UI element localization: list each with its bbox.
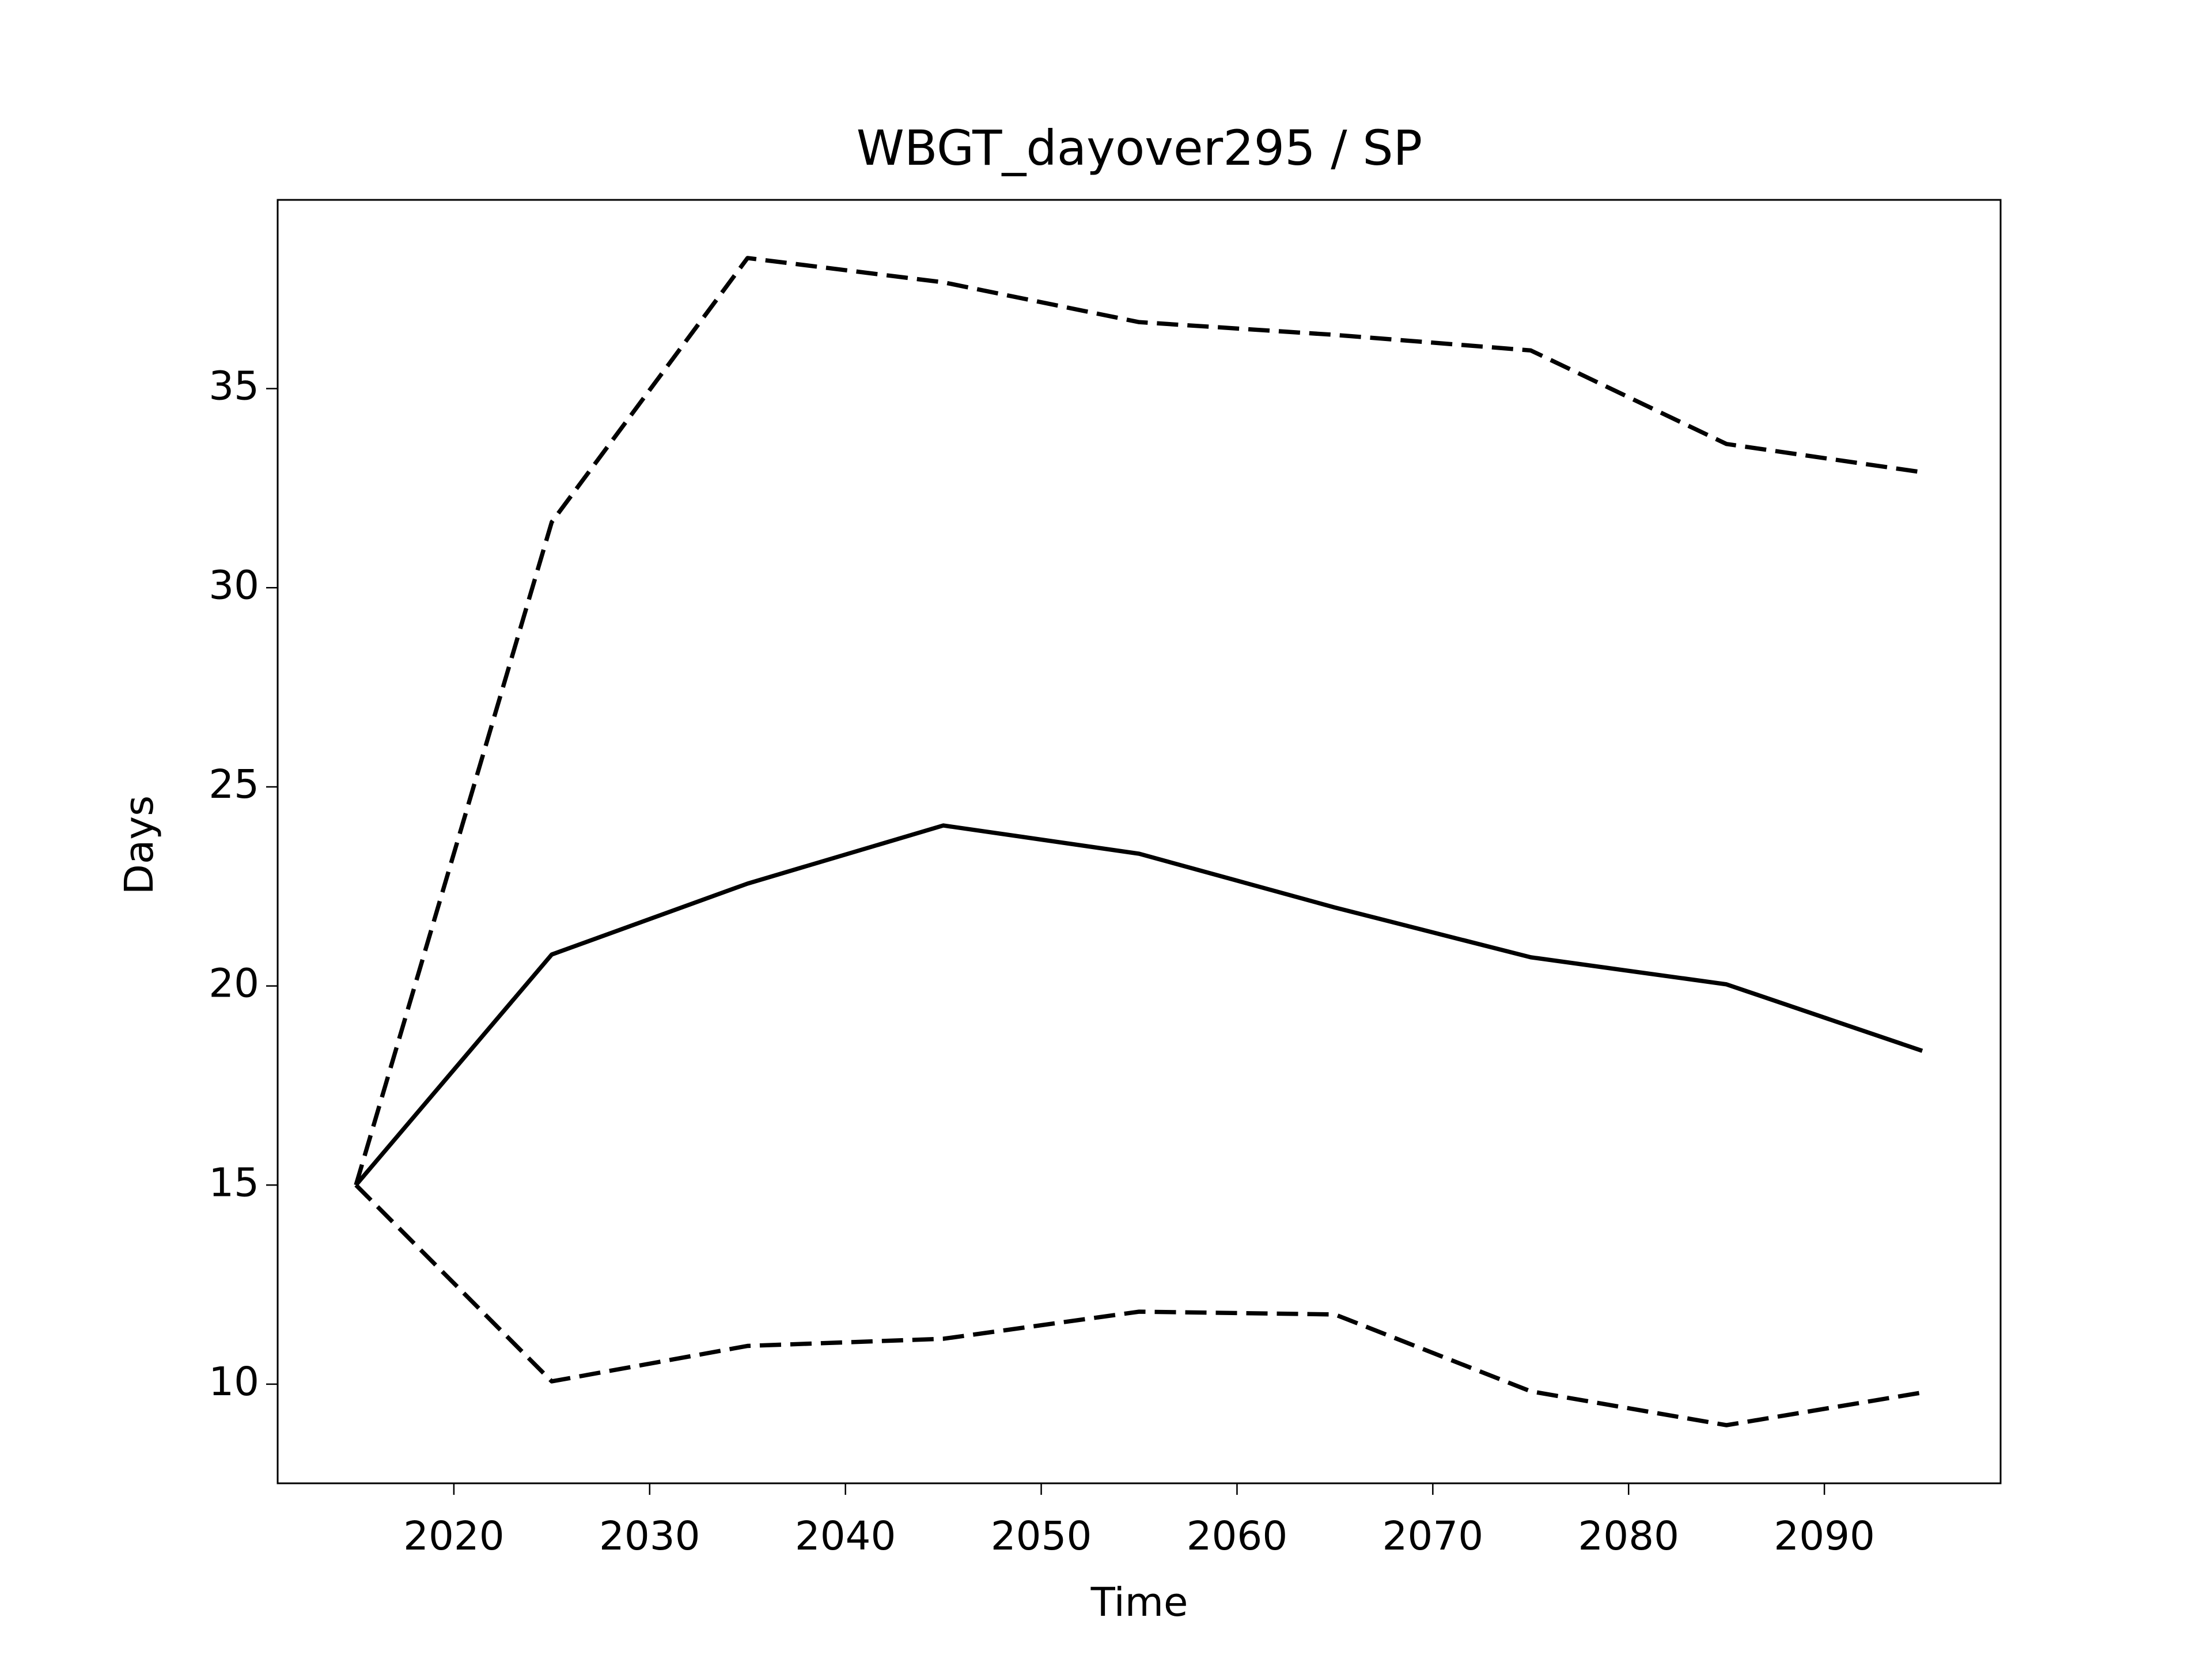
x-tick-label: 2040	[795, 1513, 896, 1559]
y-tick-label: 20	[209, 961, 259, 1007]
data-line	[354, 256, 1923, 1186]
y-tick-label: 15	[209, 1160, 259, 1206]
data-line	[354, 1183, 1923, 1427]
x-tick-label: 2050	[991, 1513, 1092, 1559]
x-tick-label: 2020	[403, 1513, 505, 1559]
x-tick-label: 2060	[1187, 1513, 1288, 1559]
y-tick-label: 25	[209, 762, 259, 808]
plot-frame	[276, 199, 2002, 1484]
x-tick-label: 2090	[1774, 1513, 1875, 1559]
y-tick-label: 10	[209, 1359, 259, 1405]
x-tick-label: 2070	[1382, 1513, 1484, 1559]
x-tick-label: 2030	[599, 1513, 700, 1559]
chart-title: WBGT_dayover295 / SP	[857, 120, 1422, 176]
x-axis-label: Time	[1090, 1580, 1188, 1626]
y-tick-label: 30	[209, 562, 259, 608]
x-tick-label: 2080	[1578, 1513, 1679, 1559]
y-tick-label: 35	[209, 363, 259, 410]
y-axis-label: Days	[116, 796, 162, 895]
data-line	[354, 823, 1923, 1187]
